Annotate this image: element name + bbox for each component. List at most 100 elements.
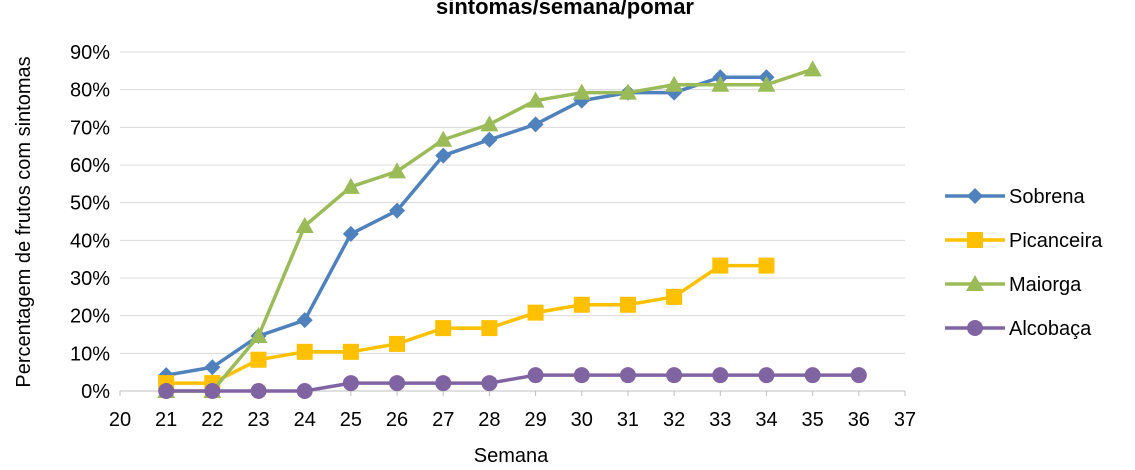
data-point [389,375,406,392]
legend-entry: Picanceira [945,230,1103,252]
data-point [481,320,498,337]
data-point [389,335,406,352]
x-tick-label: 33 [709,409,731,431]
data-point [711,75,730,92]
data-point [295,217,314,234]
x-tick-label: 20 [109,409,131,431]
data-point [158,383,175,399]
x-tick-label: 30 [571,409,593,431]
x-tick-label: 27 [432,409,454,431]
data-point [435,147,452,164]
data-point [435,375,452,392]
data-point [618,83,637,100]
y-tick-label: 60% [70,155,110,177]
data-point [666,288,683,305]
legend: Sobrena Picanceira Maiorga Alcobaça [945,186,1103,340]
data-point [803,60,822,77]
data-point [342,343,359,360]
data-point [758,257,775,274]
legend-swatch-marker [967,188,983,204]
data-point [481,131,498,148]
series-group [157,60,867,399]
x-tick-label: 21 [155,409,177,431]
x-tick-label: 26 [386,409,408,431]
x-tick-label: 36 [848,409,870,431]
data-point [434,130,453,147]
x-tick-label: 22 [201,409,223,431]
data-point [481,375,498,392]
data-point [250,351,267,368]
data-point [572,83,591,100]
data-point [480,115,499,132]
data-point [758,367,775,384]
x-axis-title: Semana [474,445,549,467]
data-point [619,296,636,313]
x-tick-label: 25 [340,409,362,431]
data-point [296,312,313,329]
y-tick-label: 0% [81,381,110,403]
legend-swatch-marker [966,275,984,291]
data-point [296,343,313,360]
legend-entry: Alcobaça [945,318,1092,340]
data-point [850,367,867,384]
data-point [342,225,359,242]
x-tick-label: 32 [663,409,685,431]
y-tick-label: 10% [70,343,110,365]
x-tick-label: 37 [894,409,916,431]
x-tick-label: 23 [247,409,269,431]
data-point [342,375,359,392]
y-tick-label: 70% [70,117,110,139]
data-point [527,116,544,133]
data-point [757,75,776,92]
series-2 [157,60,822,398]
x-tick-label: 34 [755,409,777,431]
y-axis-title: Percentagem de frutos com sintomas [13,56,35,387]
data-point [712,257,729,274]
data-point [573,296,590,313]
data-point [296,383,313,399]
x-tick-label: 29 [524,409,546,431]
data-point [249,327,268,344]
y-tick-label: 20% [70,306,110,328]
y-tick-label: 80% [70,80,110,102]
legend-swatch-marker [967,320,983,336]
data-point [204,359,221,376]
data-point [204,383,221,399]
series-3 [158,367,867,399]
x-tick-label: 28 [478,409,500,431]
legend-label: Maiorga [1009,274,1082,296]
legend-entry: Maiorga [945,274,1082,296]
legend-label: Picanceira [1009,230,1103,252]
y-tick-label: 30% [70,268,110,290]
x-tick-label: 24 [294,409,316,431]
legend-label: Alcobaça [1009,318,1092,340]
chart-title: sintomas/semana/pomar [436,0,694,19]
legend-label: Sobrena [1009,186,1085,208]
x-tick-label: 35 [802,409,824,431]
series-line [166,373,859,393]
y-tick-label: 90% [70,42,110,64]
data-point [666,367,683,384]
data-point [573,367,590,384]
y-tick-label: 40% [70,230,110,252]
data-point [665,75,684,92]
data-point [804,367,821,384]
legend-entry: Sobrena [945,186,1085,208]
data-point [712,367,729,384]
gridlines [120,51,905,354]
data-point [527,367,544,384]
x-tick-label: 31 [617,409,639,431]
data-point [388,162,407,179]
data-point [619,367,636,384]
data-point [341,177,360,194]
data-point [389,202,406,219]
data-point [527,304,544,321]
series-0 [158,69,775,384]
y-tick-label: 50% [70,193,110,215]
axes: 0% 10% 20% 30% 40% 50% 60% 70% 80% 90% 20 21 22 23 24 2… [70,42,916,431]
data-point [250,383,267,399]
legend-swatch-marker [967,232,983,248]
data-point [526,91,545,108]
